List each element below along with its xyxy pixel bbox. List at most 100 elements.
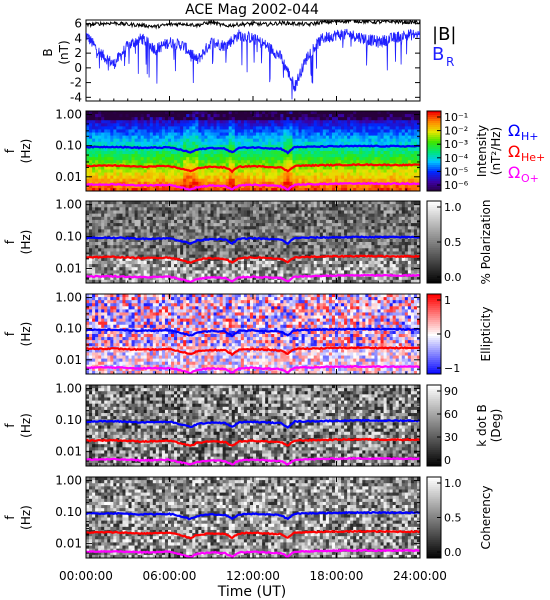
spectrogram-cell	[195, 251, 199, 256]
spectrogram-cell	[158, 181, 163, 186]
spectrogram-cell	[383, 251, 387, 256]
spectrogram-cell	[249, 204, 254, 208]
spectrogram-cell	[249, 132, 254, 137]
spectrogram-cell	[389, 223, 394, 227]
spectrogram-cell	[204, 248, 208, 252]
spectrogram-cell	[171, 248, 175, 252]
spectrogram-cell	[334, 207, 339, 211]
spectrogram-cell	[116, 184, 120, 189]
spectrogram-cell	[174, 151, 178, 155]
spectrogram-cell	[319, 184, 324, 189]
spectrogram-cell	[140, 114, 145, 118]
spectrogram-cell	[338, 216, 342, 221]
spectrogram-cell	[274, 204, 278, 208]
spectrogram-cell	[167, 169, 172, 173]
spectrogram-cell	[131, 120, 135, 124]
spectrogram-cell	[225, 117, 230, 121]
spectrogram-cell	[338, 210, 342, 215]
spectrogram-cell	[104, 175, 108, 180]
spectrogram-cell	[134, 126, 139, 130]
spectrogram-cell	[125, 123, 129, 127]
spectrogram-cell	[158, 232, 163, 237]
spectrogram-cell	[398, 201, 403, 205]
spectrogram-cell	[158, 111, 163, 115]
spectrogram-cell	[256, 126, 260, 130]
spectrogram-cell	[225, 120, 230, 124]
spectrogram-cell	[301, 157, 306, 161]
spectrogram-cell	[195, 232, 199, 237]
spectrogram-cell	[301, 184, 306, 189]
spectrogram-cell	[277, 123, 281, 127]
spectrogram-cell	[271, 223, 275, 227]
spectrogram-cell	[268, 248, 272, 252]
spectrogram-cell	[95, 138, 99, 143]
spectrogram-cell	[243, 207, 248, 211]
spectrogram-cell	[310, 138, 315, 143]
spectrogram-cell	[301, 175, 306, 180]
spectrogram-cell	[404, 210, 409, 215]
spectrogram-cell	[131, 257, 135, 262]
spectrogram-cell	[237, 184, 242, 189]
spectrogram-cell	[143, 187, 148, 192]
spectrogram-cell	[180, 141, 184, 146]
spectrogram-cell	[113, 201, 117, 205]
colorbar-cell	[427, 189, 441, 192]
spectrogram-cell	[180, 201, 184, 205]
spectrogram-cell	[253, 144, 257, 149]
spectrogram-cell	[374, 129, 378, 133]
spectrogram-cell	[389, 126, 394, 130]
spectrogram-cell	[219, 138, 224, 143]
spectrogram-cell	[171, 151, 175, 155]
spectrogram-cell	[362, 178, 366, 183]
spectrogram-cell	[189, 251, 193, 256]
spectrogram-cell	[401, 160, 406, 164]
spectrogram-cell	[304, 123, 309, 127]
spectrogram-cell	[234, 178, 239, 183]
spectrogram-cell	[143, 219, 148, 224]
spectrogram-cell	[271, 163, 275, 167]
spectrogram-cell	[304, 126, 309, 130]
spectrogram-cell	[152, 175, 157, 180]
spectrogram-cell	[207, 254, 211, 259]
spectrogram-cell	[407, 175, 412, 180]
spectrogram-cell	[119, 187, 123, 192]
spectrogram-cell	[134, 229, 139, 233]
spectrogram-cell	[416, 226, 421, 230]
spectrogram-cell	[304, 141, 309, 146]
spectrogram-cell	[149, 207, 154, 211]
spectrogram-cell	[280, 154, 284, 158]
spectrogram-cell	[122, 245, 126, 249]
spectrogram-cell	[262, 135, 266, 140]
spectrogram-cell	[219, 160, 224, 164]
spectrogram-cell	[137, 248, 142, 252]
spectrogram-cell	[246, 251, 251, 256]
spectrogram-cell	[265, 126, 269, 130]
spectrogram-cell	[350, 151, 354, 155]
spectrogram-cell	[167, 175, 172, 180]
spectrogram-cell	[171, 178, 175, 183]
spectrogram-cell	[268, 187, 272, 192]
spectrogram-cell	[341, 251, 345, 256]
spectrogram-cell	[149, 216, 154, 221]
spectrogram-cell	[331, 141, 336, 146]
spectrogram-cell	[319, 117, 324, 121]
spectrogram-cell	[143, 226, 148, 230]
spectrogram-cell	[356, 123, 360, 127]
spectrogram-cell	[113, 223, 117, 227]
spectrogram-cell	[307, 123, 312, 127]
spectrogram-cell	[277, 226, 281, 230]
spectrogram-cell	[268, 117, 272, 121]
spectrogram-cell	[407, 226, 412, 230]
spectrogram-cell	[277, 114, 281, 118]
spectrogram-cell	[395, 219, 400, 224]
spectrogram-cell	[277, 132, 281, 137]
spectrogram-cell	[274, 229, 278, 233]
spectrogram-cell	[216, 235, 220, 240]
spectrogram-cell	[359, 154, 363, 158]
spectrogram-cell	[280, 213, 284, 218]
spectrogram-cell	[304, 204, 309, 208]
spectrogram-cell	[164, 157, 169, 161]
spectrogram-cell	[101, 232, 105, 237]
spectrogram-cell	[350, 132, 354, 137]
spectrogram-cell	[377, 141, 381, 146]
